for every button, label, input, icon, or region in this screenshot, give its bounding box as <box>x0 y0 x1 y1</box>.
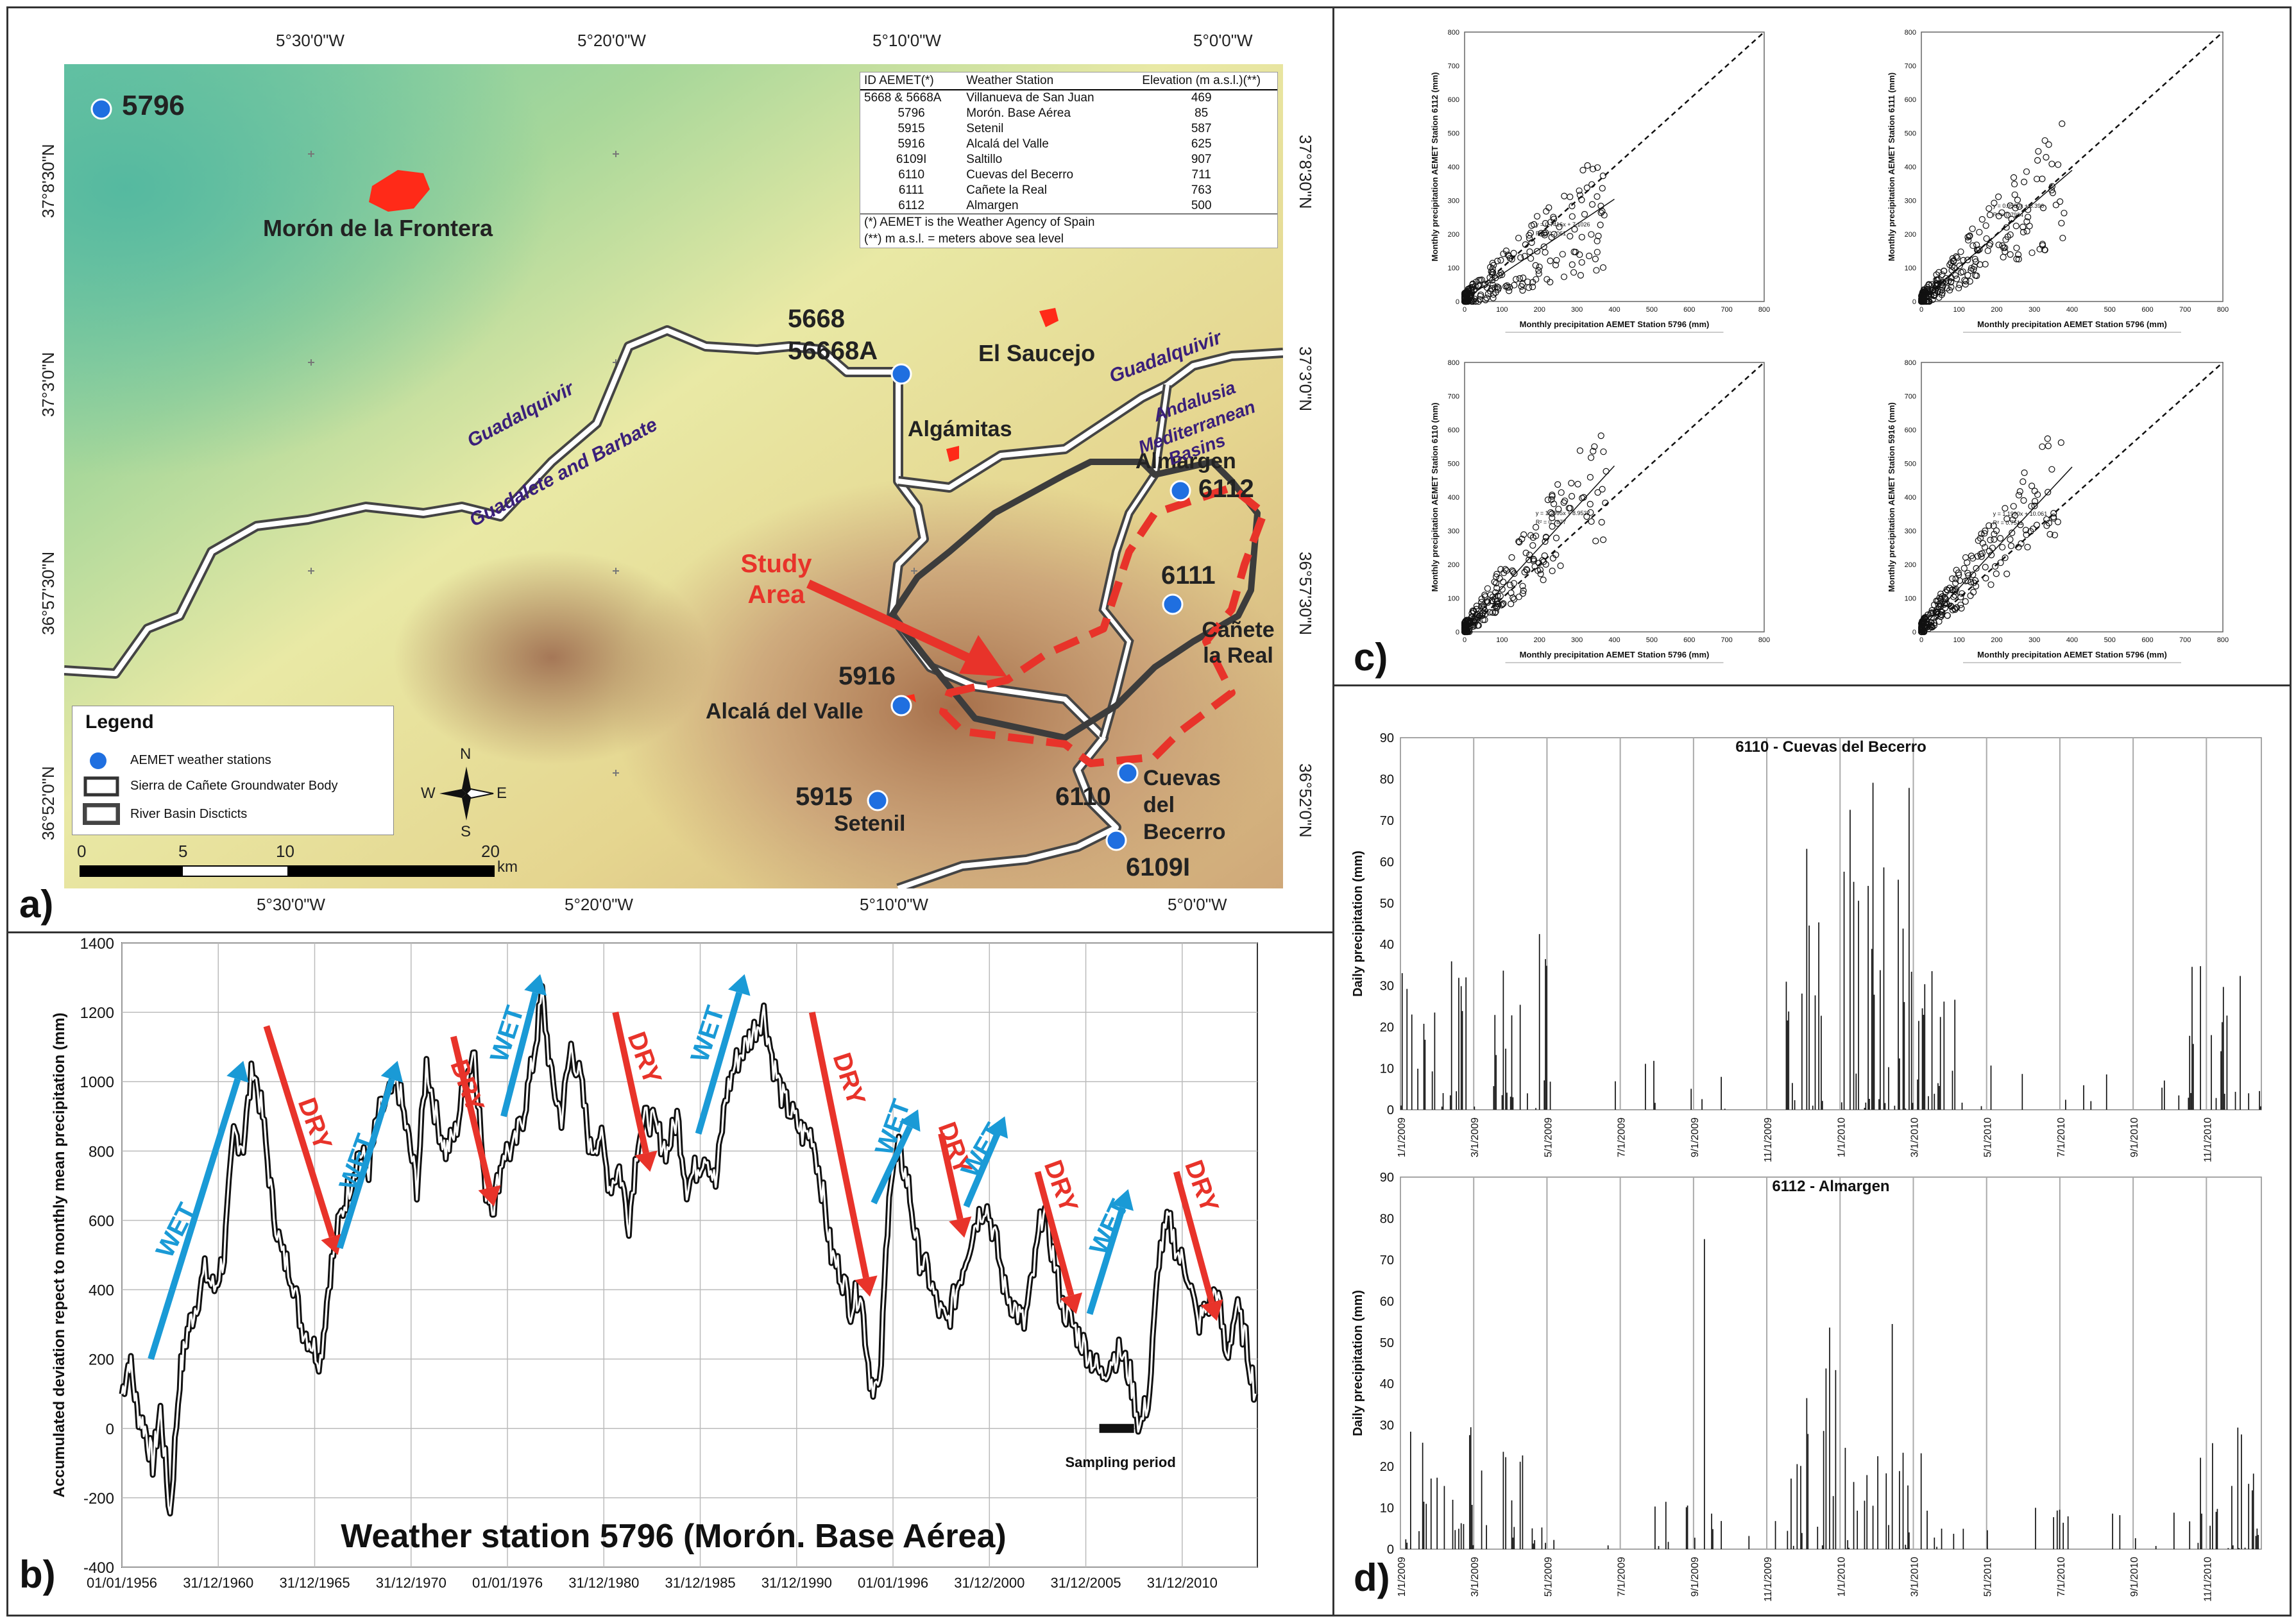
panel-c-border <box>1332 6 2292 686</box>
lat-right-2: 37°3'0"N <box>1296 346 1315 412</box>
lon-bottom-2: 5°20'0"W <box>565 895 633 914</box>
table-cell: Cañete la Real <box>966 183 1047 197</box>
table-cell: 85 <box>1195 106 1209 120</box>
place-algamitas: Algámitas <box>908 417 1012 441</box>
table-header-id: ID AEMET(*) <box>860 72 963 90</box>
legend-item-basins: River Basin Discticts <box>130 807 248 821</box>
panel-a-label: a) <box>19 883 54 926</box>
scale-5: 5 <box>178 842 188 861</box>
table-row: 6110 Cuevas del Becerro 711 <box>860 167 1277 183</box>
table-cell: Cuevas del Becerro <box>966 168 1074 182</box>
station-5668-label: 5668 <box>788 305 845 333</box>
table-cell: 6110 <box>898 168 925 182</box>
table-cell: 6111 <box>898 183 924 197</box>
table-row: 5915 Setenil 587 <box>860 121 1277 137</box>
table-cell: 5916 <box>897 137 925 151</box>
table-row: 6109I Saltillo 907 <box>860 152 1277 167</box>
scale-0: 0 <box>77 842 87 861</box>
table-cell: 763 <box>1191 183 1212 197</box>
table-row: 5916 Alcalá del Valle 625 <box>860 137 1277 152</box>
lat-right-1: 37°8'30"N <box>1296 135 1315 209</box>
scale-20: 20 <box>481 842 500 861</box>
station-5915-label: 5915 <box>795 783 853 811</box>
lon-top-4: 5°0'0"W <box>1193 31 1253 50</box>
lon-top-2: 5°20'0"W <box>577 31 646 50</box>
station-56668a-label: 56668A <box>788 337 878 365</box>
table-cell: 711 <box>1191 168 1211 182</box>
scale-unit: km <box>497 858 518 876</box>
place-alcala: Alcalá del Valle <box>706 699 863 724</box>
station-table: ID AEMET(*) Weather Station Elevation (m… <box>860 72 1278 248</box>
table-cell: Setenil <box>966 122 1004 135</box>
table-row: 5796 Morón. Base Aérea 85 <box>860 106 1277 121</box>
lat-left-2: 37°3'0"N <box>38 352 58 417</box>
table-row: 5668 & 5668A Villanueva de San Juan 469 <box>860 90 1277 106</box>
table-cell: 5668 & 5668A <box>864 91 942 105</box>
scale-10: 10 <box>276 842 294 861</box>
lon-top-1: 5°30'0"W <box>276 31 344 50</box>
table-cell: Saltillo <box>966 153 1003 166</box>
compass-n: N <box>460 745 472 763</box>
station-6109i-label: 6109I <box>1126 853 1191 881</box>
panel-d-label: d) <box>1354 1556 1390 1599</box>
table-cell: Villanueva de San Juan <box>966 91 1094 105</box>
table-header-station: Weather Station <box>962 72 1126 90</box>
compass-e: E <box>497 785 507 802</box>
table-note-1: (*) AEMET is the Weather Agency of Spain <box>860 214 1277 231</box>
table-row: 6112 Almargen 500 <box>860 198 1277 214</box>
place-saucejo: El Saucejo <box>978 340 1096 366</box>
lat-left-3: 36°57'30"N <box>38 551 58 635</box>
station-5916-label: 5916 <box>838 662 896 690</box>
lon-top-3: 5°10'0"W <box>872 31 941 50</box>
panel-b-border <box>6 931 1334 1617</box>
table-cell: 5915 <box>897 122 925 135</box>
table-cell: 6109I <box>896 153 927 166</box>
table-cell: 469 <box>1191 91 1212 105</box>
place-almargen: Almargen <box>1135 449 1236 473</box>
station-5796-label: 5796 <box>122 90 185 121</box>
station-6110-label: 6110 <box>1055 783 1111 811</box>
panel-c-label: c) <box>1354 636 1388 679</box>
study-area-label: Study Area <box>740 550 812 609</box>
place-canete-1: Cañete la Real <box>1202 618 1275 668</box>
study-area-arrow <box>806 579 983 668</box>
compass-s: S <box>461 823 472 840</box>
table-header-elevation: Elevation (m a.s.l.)(**) <box>1125 72 1277 90</box>
place-setenil: Setenil <box>834 811 906 836</box>
compass-w: W <box>421 785 436 802</box>
place-cuevas: Cuevas del Becerro <box>1143 766 1226 844</box>
table-cell: 907 <box>1191 153 1212 166</box>
table-cell: Morón. Base Aérea <box>966 106 1071 120</box>
table-cell: Almargen <box>966 199 1019 212</box>
table-cell: 625 <box>1191 137 1212 151</box>
lat-left-1: 37°8'30"N <box>38 144 58 218</box>
panel-d-border <box>1332 684 2292 1617</box>
legend-item-gwb: Sierra de Cañete Groundwater Body <box>130 779 338 793</box>
panel-b-label: b) <box>19 1553 56 1596</box>
legend-gwb-icon <box>83 776 119 797</box>
map-legend: Legend AEMET weather stations Sierra de … <box>72 706 394 835</box>
table-row: 6111 Cañete la Real 763 <box>860 183 1277 198</box>
table-cell: Alcalá del Valle <box>966 137 1049 151</box>
table-cell: 500 <box>1191 199 1212 212</box>
legend-station-icon <box>90 752 106 769</box>
table-note-2: (**) m a.s.l. = meters above sea level <box>864 232 1064 246</box>
table-cell: 5796 <box>897 106 925 120</box>
legend-title: Legend <box>85 711 154 733</box>
legend-item-stations: AEMET weather stations <box>130 753 271 767</box>
lat-right-4: 36°52'0"N <box>1296 763 1315 838</box>
lat-left-4: 36°52'0"N <box>38 766 58 840</box>
table-cell: 6112 <box>898 199 925 212</box>
lon-bottom-1: 5°30'0"W <box>257 895 325 914</box>
station-6112-label: 6112 <box>1198 475 1254 503</box>
place-moron: Morón de la Frontera <box>263 215 493 241</box>
station-6111-label: 6111 <box>1161 561 1216 590</box>
lon-bottom-3: 5°10'0"W <box>860 895 928 914</box>
lat-right-3: 36°57'30"N <box>1296 552 1315 636</box>
table-cell: 587 <box>1191 122 1212 135</box>
lon-bottom-4: 5°0'0"W <box>1168 895 1227 914</box>
